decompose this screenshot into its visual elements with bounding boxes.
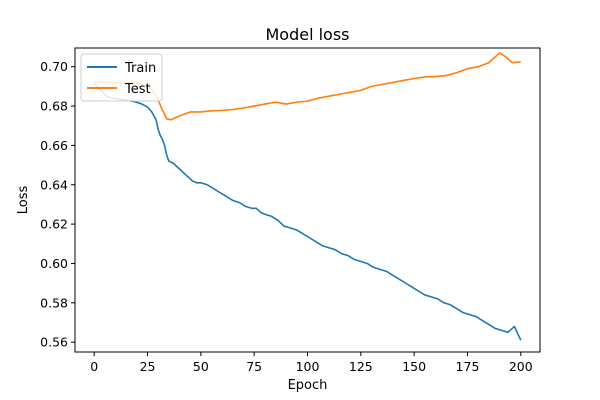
- series-line-test: [94, 52, 521, 121]
- chart-title: Model loss: [265, 25, 349, 44]
- x-tick-label: 175: [456, 359, 480, 374]
- y-tick-label: 0.66: [40, 138, 68, 153]
- x-tick-label: 150: [402, 359, 426, 374]
- y-tick-label: 0.62: [40, 217, 68, 232]
- legend-box: [80, 53, 163, 102]
- y-axis-label: Loss: [16, 186, 31, 215]
- legend: Train Test: [80, 53, 163, 102]
- y-tick-label: 0.58: [40, 295, 68, 310]
- x-tick-label: 25: [140, 359, 156, 374]
- x-tick-label: 50: [193, 359, 209, 374]
- x-tick-label: 125: [349, 359, 373, 374]
- y-tick-label: 0.64: [40, 177, 68, 192]
- y-tick-label: 0.60: [40, 256, 68, 271]
- x-tick-label: 200: [509, 359, 533, 374]
- x-axis-label: Epoch: [288, 378, 328, 393]
- legend-test-label: Test: [124, 82, 151, 97]
- x-tick-label: 0: [90, 359, 98, 374]
- x-axis-ticks: 0 25 50 75 100 125 150 175 200: [90, 352, 533, 374]
- x-tick-label: 100: [296, 359, 320, 374]
- series-line-train: [93, 81, 522, 341]
- plot-lines: [93, 52, 522, 341]
- y-axis-ticks: 0.56 0.58 0.60 0.62 0.64 0.66 0.68 0.70: [40, 59, 75, 350]
- y-tick-label: 0.68: [40, 99, 68, 114]
- y-tick-label: 0.70: [40, 59, 68, 74]
- x-tick-label: 75: [246, 359, 262, 374]
- legend-train-label: Train: [124, 61, 156, 76]
- y-tick-label: 0.56: [40, 335, 68, 350]
- plot-frame: [74, 47, 541, 353]
